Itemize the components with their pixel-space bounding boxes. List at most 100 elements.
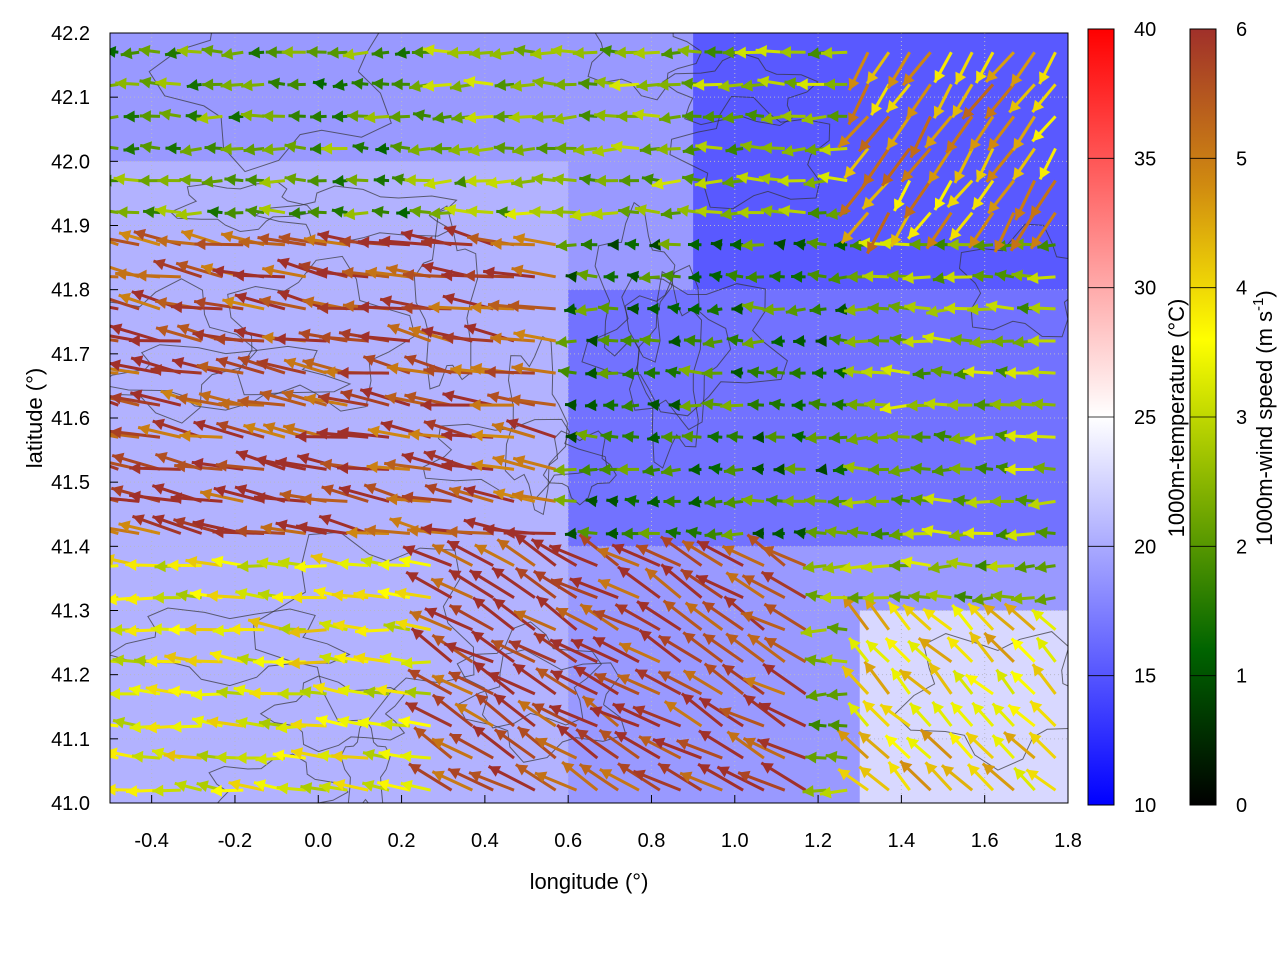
wind-vector bbox=[940, 764, 974, 792]
wind-vector-head bbox=[185, 555, 198, 568]
wind-vector bbox=[725, 632, 765, 664]
wind-vector-head bbox=[887, 269, 899, 282]
wind-vector-head bbox=[761, 546, 775, 558]
wind-vector-head bbox=[420, 523, 433, 536]
wind-vector-head bbox=[143, 206, 155, 219]
wind-vector bbox=[984, 51, 1015, 83]
wind-vector bbox=[489, 48, 515, 60]
wind-vector bbox=[550, 44, 577, 57]
wind-vector bbox=[805, 431, 827, 444]
wind-vector bbox=[681, 430, 702, 443]
wind-vector bbox=[800, 625, 827, 638]
wind-vector bbox=[572, 143, 598, 156]
wind-vector bbox=[138, 44, 161, 57]
wind-vector bbox=[982, 603, 1015, 631]
wind-vector-head bbox=[92, 455, 104, 467]
wind-vector-head bbox=[1036, 637, 1049, 651]
wind-vector bbox=[332, 174, 348, 187]
wind-vector bbox=[472, 724, 515, 760]
wind-vector bbox=[258, 295, 307, 311]
wind-vector-head bbox=[949, 432, 961, 445]
wind-vector-head bbox=[577, 526, 590, 539]
wind-vector-head bbox=[969, 138, 982, 151]
wind-vector-head bbox=[192, 518, 205, 531]
wind-vector-head bbox=[683, 632, 696, 644]
wind-vector-head bbox=[948, 529, 961, 542]
wind-vector-head bbox=[1029, 732, 1042, 745]
wind-vector-head bbox=[193, 419, 206, 432]
wind-vector-head bbox=[941, 765, 955, 777]
wind-vector-head bbox=[680, 569, 694, 581]
wind-vector-head bbox=[134, 654, 146, 667]
wind-vector bbox=[118, 292, 161, 311]
wind-vector bbox=[1031, 608, 1057, 631]
wind-vector-head bbox=[507, 300, 520, 313]
wind-vector-head bbox=[1011, 592, 1023, 605]
wind-vector-head bbox=[1011, 269, 1024, 282]
y-tick-label: 41.0 bbox=[51, 793, 90, 815]
wind-vector bbox=[879, 402, 910, 415]
wind-vector-head bbox=[237, 560, 249, 573]
wind-vector-head bbox=[844, 304, 856, 317]
wind-vector-head bbox=[677, 204, 689, 217]
wind-vector-head bbox=[342, 48, 355, 61]
wind-vector-head bbox=[1011, 671, 1024, 684]
wind-vector-head bbox=[933, 238, 945, 251]
wind-vector bbox=[632, 769, 682, 792]
wind-vector bbox=[1035, 636, 1057, 663]
wind-vector bbox=[118, 230, 161, 247]
wind-vector-head bbox=[70, 330, 82, 342]
wind-vector-head bbox=[1030, 205, 1042, 218]
wind-vector-head bbox=[243, 143, 256, 156]
wind-vector-head bbox=[173, 516, 186, 529]
wind-vector-head bbox=[454, 175, 467, 188]
wind-vector bbox=[827, 110, 848, 123]
wind-vector bbox=[791, 399, 806, 412]
wind-vector-head bbox=[859, 766, 872, 779]
wind-vector-head bbox=[469, 399, 481, 412]
wind-vector bbox=[157, 174, 181, 187]
wind-vector-head bbox=[206, 590, 219, 603]
wind-vector-head bbox=[707, 431, 719, 443]
wind-vector-head bbox=[532, 703, 545, 715]
wind-vector-head bbox=[821, 46, 833, 59]
wind-vector bbox=[660, 207, 681, 220]
wind-vector-head bbox=[196, 112, 209, 125]
wind-vector-head bbox=[343, 208, 356, 221]
wind-vector bbox=[493, 141, 515, 154]
wind-vector-head bbox=[449, 80, 462, 93]
wind-vector bbox=[817, 171, 848, 184]
wind-vector bbox=[848, 636, 870, 663]
wind-vector-head bbox=[889, 559, 901, 572]
wind-vector-head bbox=[842, 365, 854, 378]
wind-vector-head bbox=[976, 169, 987, 182]
wind-vector bbox=[129, 462, 181, 475]
colorbar-tick-label: 30 bbox=[1134, 278, 1156, 300]
wind-vector bbox=[793, 335, 806, 348]
wind-vector bbox=[646, 431, 661, 444]
wind-vector-head bbox=[288, 110, 300, 123]
wind-vector bbox=[771, 335, 785, 348]
wind-vector-head bbox=[318, 392, 330, 405]
wind-vector bbox=[755, 45, 785, 58]
wind-vector bbox=[312, 77, 327, 90]
wind-vector-head bbox=[569, 577, 583, 589]
wind-vector bbox=[740, 140, 765, 153]
wind-vector bbox=[626, 270, 640, 283]
wind-vector-head bbox=[276, 782, 289, 795]
wind-vector bbox=[494, 79, 515, 91]
wind-vector bbox=[902, 272, 931, 285]
wind-vector bbox=[597, 302, 619, 315]
wind-vector bbox=[492, 454, 536, 471]
wind-vector bbox=[179, 144, 202, 157]
wind-vector bbox=[680, 692, 724, 728]
wind-vector-head bbox=[129, 721, 141, 734]
wind-vector-head bbox=[290, 718, 302, 731]
wind-vector bbox=[1029, 699, 1057, 728]
wind-vector-head bbox=[880, 704, 893, 716]
wind-vector bbox=[404, 701, 453, 728]
wind-vector-head bbox=[743, 694, 757, 707]
wind-vector bbox=[616, 110, 639, 123]
wind-vector-head bbox=[986, 169, 999, 182]
wind-vector-head bbox=[398, 716, 411, 728]
